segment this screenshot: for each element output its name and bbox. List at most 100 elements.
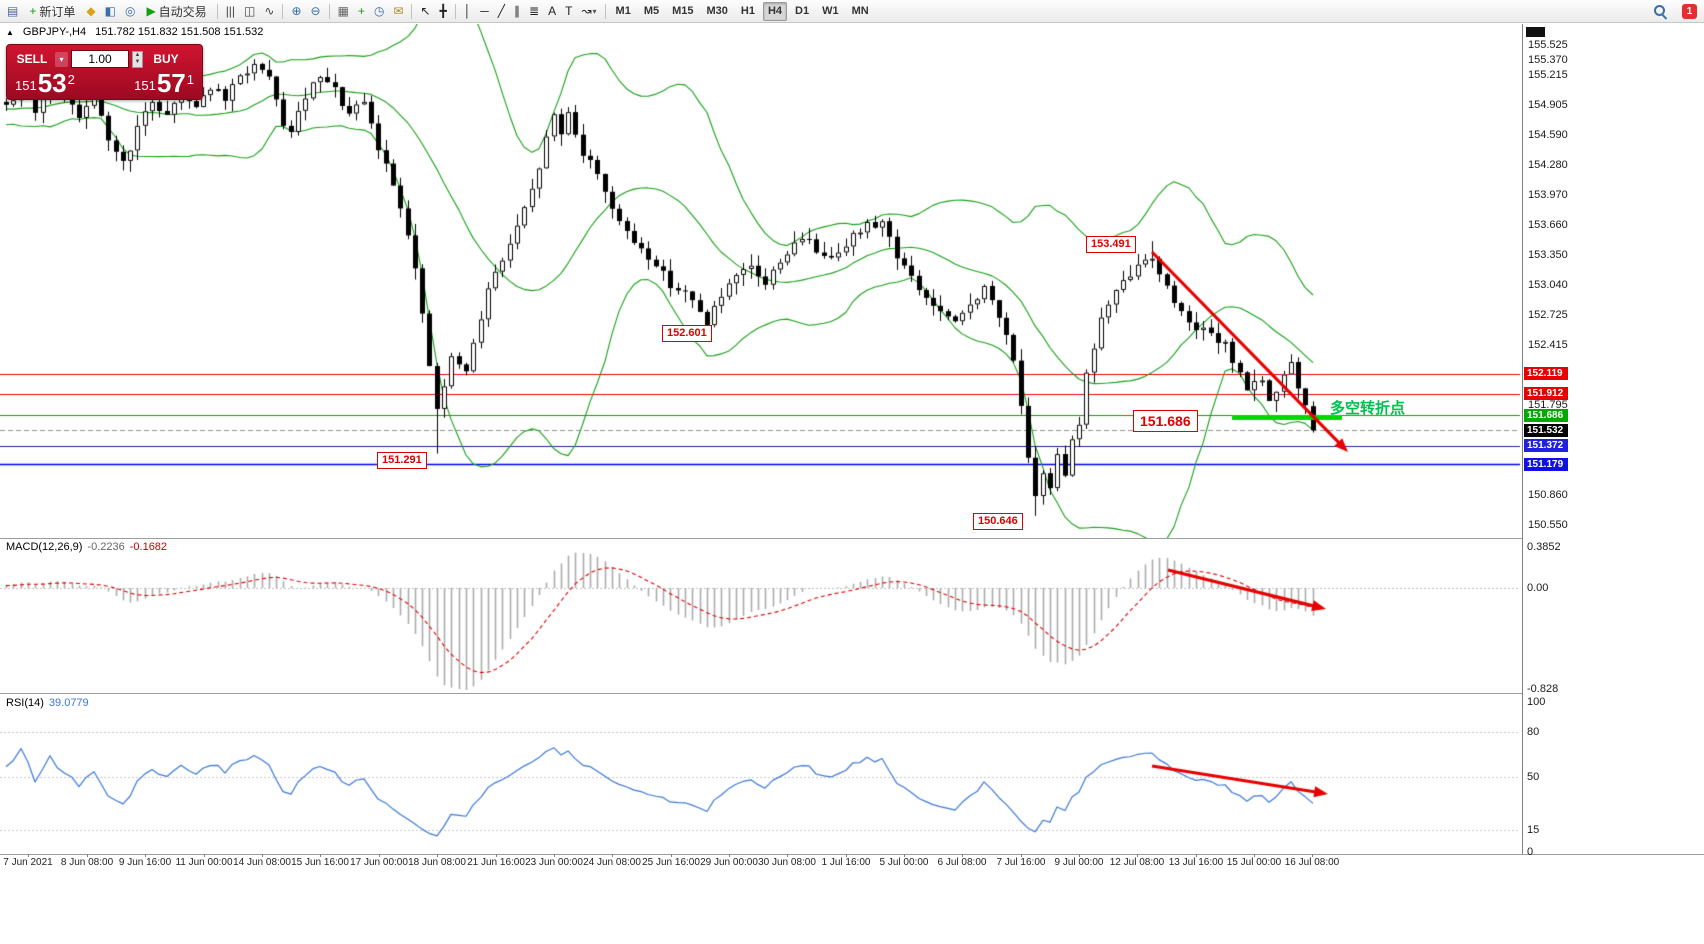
price-axis-label: 151.795 [1528,398,1568,411]
time-axis-label: 7 Jul 16:00 [996,857,1046,868]
time-axis-tick [262,854,263,857]
sell-price-big: 53 [37,68,67,98]
time-axis-tick [1254,854,1255,857]
macd-main-value: -0.2236 [87,541,125,553]
volume-stepper[interactable]: ▲ ▼ [132,50,143,68]
rsi-scale-50: 50 [1527,771,1540,783]
autotrade-button[interactable]: ▶ 自动交易 [140,1,212,22]
macd-panel-canvas[interactable] [0,539,1522,693]
cursor-icon[interactable]: ↖ [416,1,434,22]
time-axis-tick [204,854,205,857]
toolbar-separator [604,3,606,19]
time-axis-tick [904,854,905,857]
line-chart-icon: ∿ [264,4,275,18]
time-axis-label: 25 Jun 16:00 [642,857,700,868]
templates-icon: ✉ [393,4,404,18]
dropdown-caret-icon: ▾ [592,6,597,16]
stepper-up-icon[interactable]: ▲ [134,51,141,58]
macd-separator[interactable] [0,538,1704,539]
time-axis-label: 15 Jul 00:00 [1226,857,1282,868]
text-icon: A [548,4,557,18]
channel-icon[interactable]: ∥ [510,1,524,22]
horizontal-line-icon[interactable]: ─ [476,1,493,22]
fibonacci-icon[interactable]: ≣ [525,1,543,22]
price-axis-label: 153.350 [1528,248,1568,261]
text-label-icon[interactable]: T [561,1,576,22]
data-window-icon[interactable]: ◧ [101,1,120,22]
time-axis-label: 9 Jul 00:00 [1054,857,1104,868]
price-callout-150-646: 150.646 [973,513,1023,530]
time-axis-label: 14 Jun 08:00 [233,857,291,868]
buy-button[interactable]: BUY [146,52,186,66]
chart-window-controls[interactable] [1526,27,1545,37]
candlestick-chart-icon[interactable]: ◫ [240,1,259,22]
buy-price-display[interactable]: 151 57 1 [134,70,194,96]
periods-icon[interactable]: ◷ [370,1,388,22]
stepper-down-icon[interactable]: ▼ [134,58,141,65]
market-watch-icon[interactable]: ◆ [82,1,99,22]
timeframe-m15[interactable]: M15 [672,5,694,17]
channel-icon: ∥ [514,4,521,18]
text-icon[interactable]: A [544,1,560,22]
time-axis-label: 1 Jul 16:00 [821,857,871,868]
macd-scale-zero: 0.00 [1527,582,1549,594]
bar-chart-icon[interactable]: ||| [222,1,239,22]
rsi-separator[interactable] [0,693,1704,694]
ohlc-values: 151.782 151.832 151.508 151.532 [95,26,264,38]
time-axis-label: 12 Jul 08:00 [1109,857,1165,868]
rsi-panel-canvas[interactable] [0,694,1522,854]
new-order-icon: + [29,4,37,18]
toolbar-separator [216,3,218,19]
trendline-icon[interactable]: ╱ [494,1,509,22]
price-axis-label: 155.525 [1528,39,1568,51]
price-axis-label: 150.860 [1528,489,1568,502]
data-window-icon: ◧ [104,4,116,18]
price-axis-label: 155.215 [1528,68,1568,81]
zoom-out-icon[interactable]: ⊖ [307,1,325,22]
buy-price-sup: 1 [186,72,194,87]
line-chart-icon[interactable]: ∿ [260,1,278,22]
timeframe-m30[interactable]: M30 [706,5,728,17]
zoom-in-icon: ⊕ [291,4,302,18]
price-axis[interactable]: 155.525 155.370 155.215 154.905 154.590 154.2… [1522,24,1704,854]
crosshair-icon[interactable]: ╋ [436,1,451,22]
charts-icon[interactable]: ▤ [3,1,22,22]
templates-icon[interactable]: ✉ [389,1,407,22]
time-axis-tick [496,854,497,857]
price-tag-151-179: 151.179 [1524,457,1568,471]
zoom-in-icon[interactable]: ⊕ [287,1,305,22]
shapes-icon[interactable]: ↝ ▾ [577,1,600,22]
vertical-line-icon[interactable]: │ [460,1,476,22]
shapes-icon: ↝ [581,4,592,18]
navigator-icon[interactable]: ◎ [121,1,139,22]
timeframe-mn[interactable]: MN [851,5,869,17]
turning-point-annotation: 多空转折点 [1330,400,1406,417]
sell-button[interactable]: SELL [12,52,52,66]
sell-price-sup: 2 [67,72,75,87]
price-callout-153-491: 153.491 [1086,236,1136,253]
timeframe-m5[interactable]: M5 [643,5,660,17]
notification-badge[interactable]: 1 [1682,3,1697,19]
order-options-caret-icon[interactable]: ▾ [55,51,68,67]
sell-price-display[interactable]: 151 53 2 [15,70,75,96]
price-chart-canvas[interactable] [0,24,1522,538]
price-axis-label: 155.370 [1528,53,1568,66]
rsi-scale-15: 15 [1527,823,1540,836]
navigator-icon: ◎ [124,4,136,18]
time-axis-label: 5 Jul 00:00 [879,857,929,868]
time-axis-tick [1137,854,1138,857]
search-icon[interactable] [1651,2,1669,20]
horizontal-line-icon: ─ [480,4,489,18]
timeframe-h4[interactable]: H4 [762,1,788,21]
timeframe-h1[interactable]: H1 [740,5,755,17]
market-watch-icon: ◆ [86,4,96,18]
indicators-icon[interactable]: + [354,1,369,22]
new-order-button[interactable]: + 新订单 [23,1,81,22]
timeframe-m1[interactable]: M1 [615,5,631,17]
tile-windows-icon[interactable]: ▦ [334,1,353,22]
time-axis[interactable]: 7 Jun 2021 8 Jun 08:00 9 Jun 16:00 11 Jun 0… [0,854,1522,871]
volume-input[interactable] [71,50,129,68]
price-axis-label: 153.040 [1528,278,1568,291]
timeframe-d1[interactable]: D1 [795,5,810,17]
timeframe-w1[interactable]: W1 [822,5,839,17]
